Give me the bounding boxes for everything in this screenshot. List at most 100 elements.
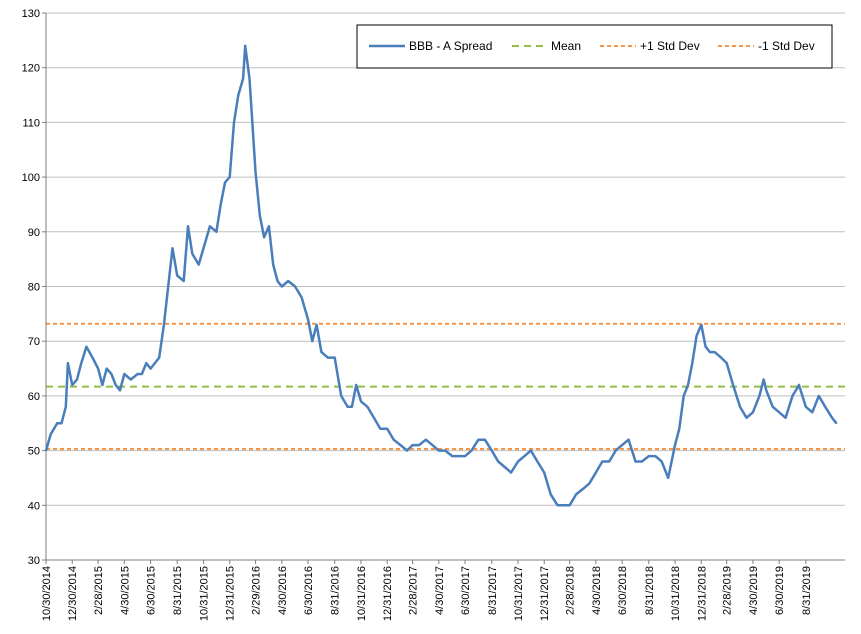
data-point — [563, 504, 565, 507]
data-point — [418, 444, 420, 446]
x-tick-label: 12/31/2015 — [225, 566, 237, 621]
x-tick-label: 6/30/2016 — [303, 566, 315, 615]
data-point — [517, 460, 519, 463]
data-point — [817, 395, 820, 397]
x-tick-label: 12/31/2017 — [539, 566, 551, 621]
data-point — [762, 378, 765, 381]
data-point — [568, 504, 571, 507]
axes — [45, 13, 845, 561]
data-point — [224, 181, 226, 184]
data-point — [490, 449, 493, 452]
data-point — [778, 411, 780, 414]
data-point — [824, 406, 827, 408]
data-point — [64, 406, 67, 408]
data-point — [451, 455, 453, 457]
data-point — [621, 444, 623, 446]
data-point — [687, 384, 689, 386]
data-point — [202, 247, 205, 250]
data-point — [709, 351, 711, 353]
data-point — [386, 427, 388, 430]
x-tick-label: 6/30/2015 — [146, 566, 158, 615]
data-point — [215, 231, 218, 233]
data-point — [835, 422, 838, 425]
data-point — [228, 176, 231, 178]
x-tick-label: 2/28/2019 — [722, 566, 734, 615]
data-point — [373, 416, 375, 419]
data-point — [588, 482, 591, 485]
data-point — [464, 455, 466, 457]
data-point — [811, 411, 814, 414]
data-point — [254, 170, 257, 173]
data-point — [805, 406, 807, 408]
data-point — [67, 362, 69, 364]
data-point — [470, 449, 473, 452]
data-point — [187, 225, 189, 228]
data-point — [438, 449, 440, 452]
data-point — [355, 384, 358, 386]
legend-minus-std-label: -1 Std Dev — [758, 39, 815, 53]
data-point — [97, 367, 99, 370]
data-point — [145, 362, 148, 364]
data-point — [105, 367, 108, 370]
data-point — [300, 296, 303, 299]
x-tick-label: 4/30/2015 — [119, 566, 131, 615]
x-tick-label: 8/31/2016 — [330, 566, 342, 615]
data-point — [176, 274, 179, 277]
data-point — [123, 373, 126, 375]
x-tick-label: 12/31/2016 — [382, 566, 394, 621]
data-point — [575, 493, 577, 496]
data-point — [695, 334, 698, 337]
data-point — [484, 438, 486, 441]
data-point — [45, 449, 47, 452]
data-point — [242, 77, 244, 80]
legend: BBB - A Spread Mean +1 Std Dev -1 Std De… — [356, 24, 833, 69]
data-point — [831, 416, 833, 419]
data-point — [197, 263, 200, 266]
data-point — [149, 367, 152, 370]
data-point — [392, 438, 395, 441]
data-point — [497, 460, 500, 463]
data-point — [76, 378, 78, 381]
series-line-bbb-a-spread — [44, 44, 838, 507]
data-point — [272, 263, 274, 266]
data-point — [510, 471, 512, 474]
data-point — [641, 460, 643, 463]
y-tick-label: 120 — [22, 63, 40, 75]
data-point — [129, 378, 132, 381]
x-tick-label: 2/28/2017 — [408, 566, 420, 615]
data-point — [80, 362, 83, 364]
data-point — [171, 247, 174, 250]
data-point — [233, 121, 235, 124]
data-point — [294, 285, 296, 288]
x-tick-label: 6/30/2018 — [617, 566, 629, 615]
data-point — [725, 362, 728, 364]
data-point — [549, 493, 552, 496]
data-point — [691, 362, 694, 364]
data-point — [280, 285, 283, 288]
data-point — [351, 406, 353, 408]
x-tick-label: 8/31/2018 — [644, 566, 656, 615]
data-point — [732, 384, 734, 386]
data-point — [248, 77, 251, 80]
data-point — [667, 477, 669, 479]
data-point — [268, 225, 270, 228]
x-tick-label: 6/30/2019 — [774, 566, 786, 615]
data-point — [167, 285, 169, 288]
data-point — [237, 94, 240, 96]
y-tick-labels: 30 40 50 60 70 80 90 100 110 120 130 — [22, 8, 40, 567]
x-tick-labels: 10/30/2014 12/30/2014 2/28/2015 4/30/2015 6/… — [41, 566, 813, 621]
x-tick-label: 8/31/2019 — [801, 566, 813, 615]
data-point — [259, 214, 261, 217]
data-point — [752, 411, 754, 414]
data-point — [191, 252, 194, 255]
data-point — [674, 444, 676, 446]
data-point — [431, 444, 434, 446]
y-tick-label: 90 — [28, 227, 40, 239]
data-point — [158, 356, 160, 359]
x-tick-label: 2/28/2018 — [565, 566, 577, 615]
data-point — [136, 373, 139, 375]
x-tick-label: 2/29/2016 — [251, 566, 263, 615]
x-tick-label: 12/31/2018 — [696, 566, 708, 621]
data-point — [771, 406, 774, 408]
